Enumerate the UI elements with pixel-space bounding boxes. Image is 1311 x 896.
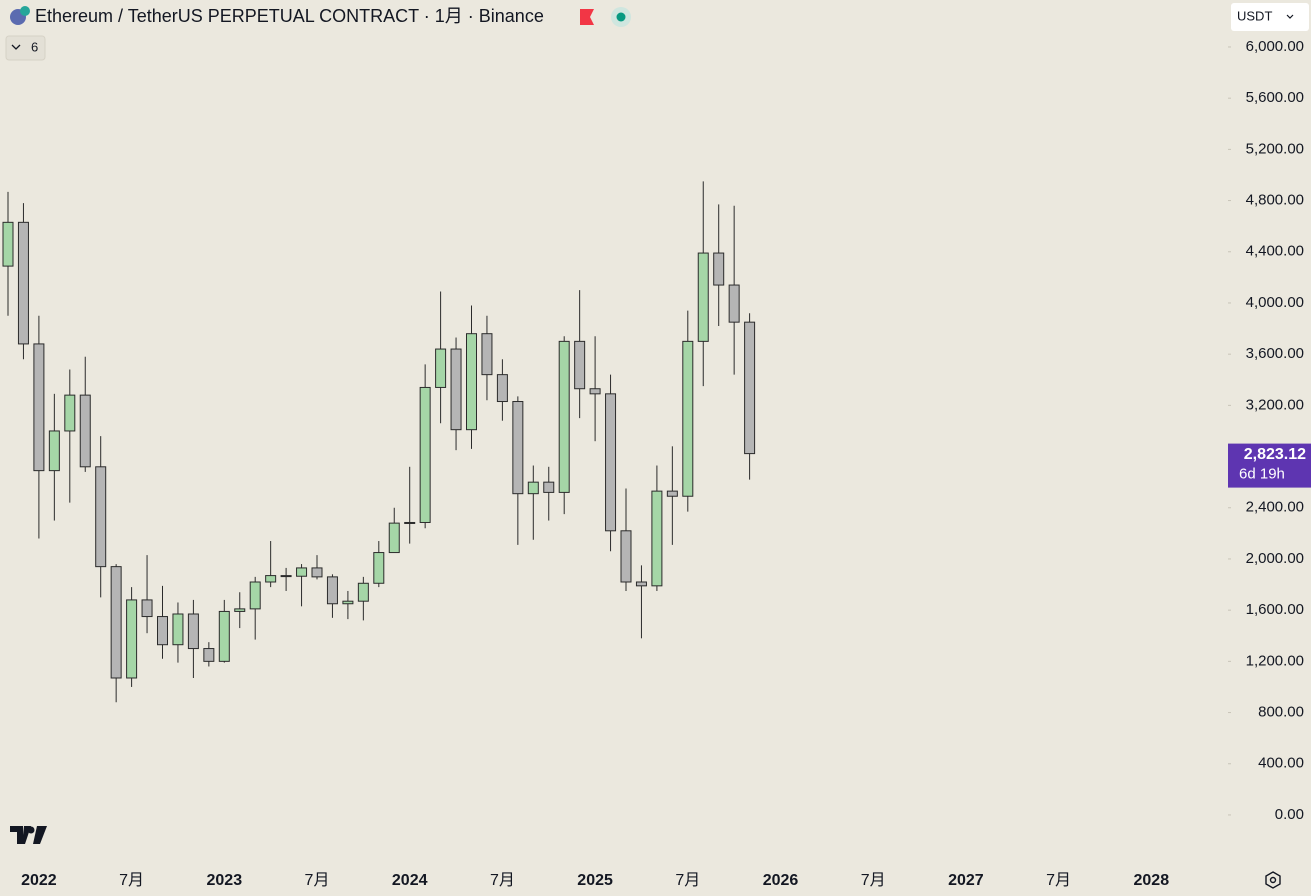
candle-body [620, 530, 632, 583]
usdt-icon [20, 6, 30, 16]
y-tick-label: 0.00 [1275, 806, 1304, 823]
candle-body [651, 490, 663, 587]
candle-body [342, 600, 354, 605]
x-tick-label: 2023 [207, 872, 243, 889]
candle-body [357, 582, 369, 602]
x-tick-label: 2028 [1134, 872, 1170, 889]
x-tick-label: 2022 [21, 872, 57, 889]
y-tick-label: 4,800.00 [1246, 192, 1304, 209]
chevron [11, 44, 21, 50]
candle-body [466, 333, 477, 431]
candle-body [172, 613, 184, 646]
candle-body [574, 340, 586, 390]
x-tick-label: 2026 [763, 872, 799, 889]
candle-body [666, 490, 678, 497]
y-tick-label: 3,200.00 [1246, 396, 1304, 413]
y-tick-label: 5,600.00 [1246, 89, 1304, 106]
candle-body [234, 608, 246, 612]
candle-body [218, 610, 230, 662]
indicator-toggle[interactable] [5, 35, 46, 61]
candle-body [713, 252, 725, 286]
candle-body [682, 340, 694, 497]
y-tick-label: 5,200.00 [1246, 140, 1304, 157]
price-label: 2,823.12 [1244, 446, 1306, 463]
candle-body [126, 599, 138, 679]
candle-body [249, 581, 261, 610]
y-tick-label: 4,400.00 [1246, 243, 1304, 260]
candle-body [605, 393, 617, 532]
candle-body [64, 394, 76, 432]
candle-body [404, 521, 416, 524]
currency: USDT [1237, 8, 1272, 23]
y-tick-label: 1,600.00 [1246, 601, 1304, 618]
candle-body [527, 481, 539, 495]
x-tick-label: 2025 [577, 872, 613, 889]
countdown: 6d 19h [1239, 466, 1285, 483]
candle-body [95, 466, 107, 568]
x-tick-label: 7月 [305, 872, 330, 889]
candle-body [589, 388, 601, 395]
candle-body [265, 575, 277, 583]
candle-body [435, 348, 447, 388]
candle-body [110, 566, 122, 679]
indicator-count: 6 [31, 39, 38, 54]
y-tick-label: 4,000.00 [1246, 294, 1304, 311]
candle-body [388, 522, 400, 554]
symbol-title: Ethereum / TetherUS PERPETUAL CONTRACT ·… [35, 6, 544, 26]
candle-body [79, 394, 91, 468]
status-dot [616, 12, 626, 22]
candle-body [311, 567, 323, 578]
candle-body [419, 386, 431, 523]
x-tick-label: 2024 [392, 872, 428, 889]
candle-body [203, 648, 215, 662]
candle-body [2, 221, 14, 267]
y-tick-label: 800.00 [1258, 704, 1304, 721]
y-tick-label: 2,000.00 [1246, 550, 1304, 567]
candle-body [543, 481, 555, 493]
candle-body [17, 221, 29, 345]
candle-body [141, 599, 153, 618]
x-tick-label: 7月 [861, 872, 886, 889]
candle-body [33, 343, 45, 472]
x-tick-label: 2027 [948, 872, 984, 889]
currency-select[interactable] [1231, 3, 1309, 31]
candle-body [373, 552, 385, 584]
flag-icon[interactable] [580, 9, 594, 25]
y-tick-label: 400.00 [1258, 755, 1304, 772]
candle-body [512, 401, 524, 495]
candle-body [187, 613, 199, 650]
y-tick-label: 1,200.00 [1246, 652, 1304, 669]
candle-body [157, 616, 168, 646]
y-tick-label: 2,400.00 [1246, 499, 1304, 516]
candle-body [558, 340, 570, 493]
x-tick-label: 7月 [1046, 872, 1071, 889]
candle-body [280, 575, 292, 578]
x-tick-label: 7月 [490, 872, 515, 889]
candle-body [635, 581, 647, 587]
settings-icon[interactable] [1265, 871, 1281, 889]
candle-body [481, 333, 493, 376]
candle-body [697, 252, 709, 342]
candle-body [296, 567, 308, 577]
x-tick-label: 7月 [119, 872, 144, 889]
candle-body [744, 321, 756, 455]
x-tick-label: 7月 [675, 872, 700, 889]
y-tick-label: 6,000.00 [1246, 38, 1304, 55]
tv-logo [10, 826, 47, 844]
candle-body [496, 374, 508, 403]
chevron [1286, 14, 1294, 19]
price-tag [1228, 443, 1311, 488]
candle-body [326, 576, 338, 605]
y-tick-label: 3,600.00 [1246, 345, 1304, 362]
candle-body [48, 430, 60, 472]
candle-body [450, 348, 462, 431]
candle-body [728, 284, 740, 323]
